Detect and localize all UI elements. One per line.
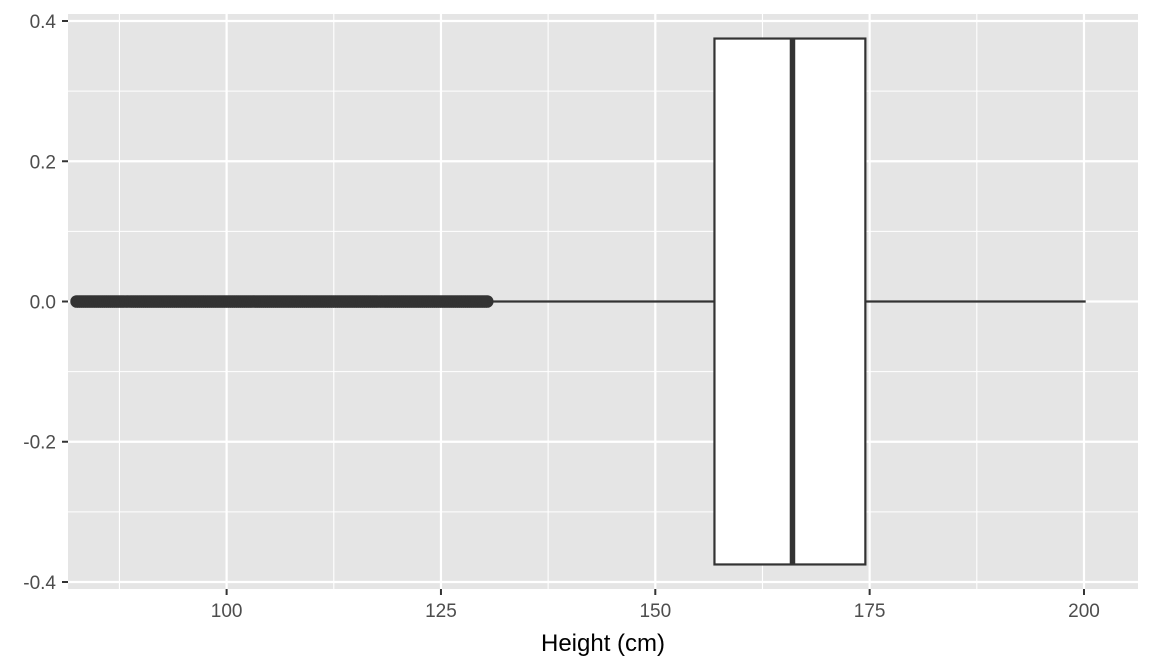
x-tick-label: 175 [854, 601, 886, 622]
y-tick-label: -0.4 [23, 573, 56, 594]
x-tick-label: 200 [1068, 601, 1100, 622]
boxplot [487, 37, 1086, 566]
x-axis: 100 125 150 175 200 [211, 589, 1100, 622]
x-tick-label: 150 [639, 601, 671, 622]
y-tick-label: 0.4 [30, 12, 57, 33]
y-tick-label: 0.0 [30, 293, 56, 314]
x-tick-label: 100 [211, 601, 243, 622]
x-axis-title: Height (cm) [541, 630, 665, 657]
y-tick-label: 0.2 [30, 152, 56, 173]
y-tick-label: -0.2 [23, 433, 56, 454]
x-tick-label: 125 [425, 601, 457, 622]
y-axis: 0.4 0.2 0.0 -0.2 -0.4 [23, 12, 68, 594]
outlier-points [70, 295, 494, 308]
